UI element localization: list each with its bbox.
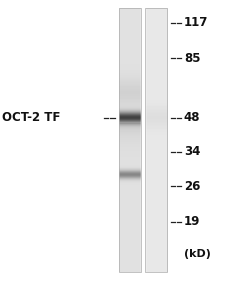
Text: 85: 85	[183, 52, 199, 65]
Bar	[118, 8, 140, 272]
Text: 48: 48	[183, 111, 199, 124]
Text: OCT-2 TF: OCT-2 TF	[2, 111, 60, 124]
Text: 26: 26	[183, 180, 199, 193]
Text: 34: 34	[183, 146, 199, 158]
Text: 117: 117	[183, 16, 207, 29]
Bar	[140, 8, 144, 272]
Text: (kD): (kD)	[183, 248, 210, 259]
Text: 19: 19	[183, 215, 199, 228]
Bar	[144, 8, 166, 272]
